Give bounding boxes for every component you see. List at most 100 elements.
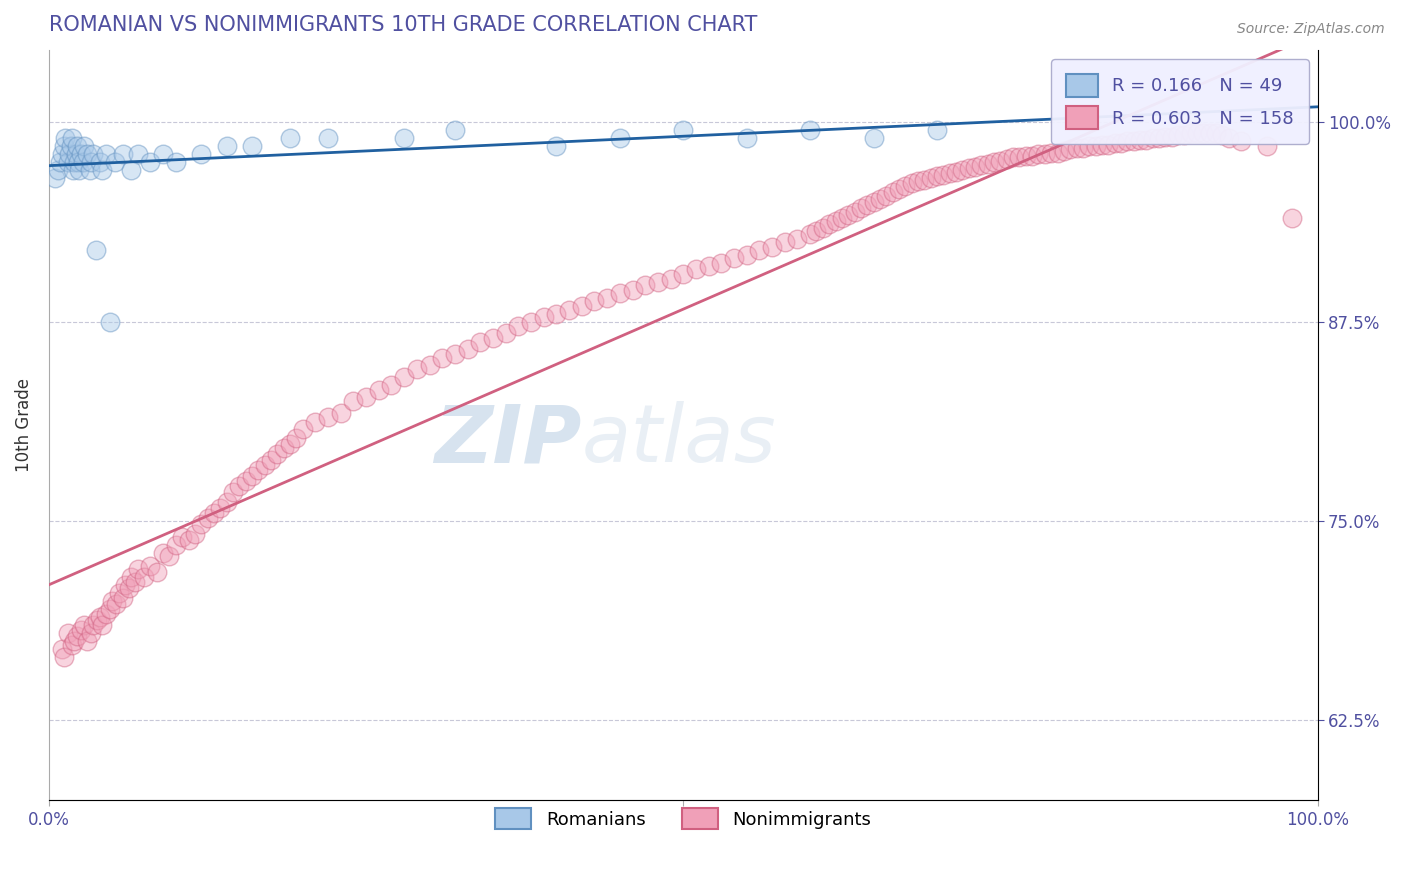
Text: atlas: atlas [582, 401, 776, 479]
Point [215, 139, 238, 153]
Point [165, 538, 187, 552]
Point [837, 208, 859, 222]
Point [1160, 129, 1182, 144]
Point [285, 431, 308, 445]
Y-axis label: 10th Grade: 10th Grade [15, 378, 32, 473]
Point [159, 549, 181, 563]
Point [862, 131, 884, 145]
Point [786, 232, 808, 246]
Point [1147, 131, 1170, 145]
Point [970, 158, 993, 172]
Point [697, 259, 720, 273]
Point [273, 441, 295, 455]
Point [240, 139, 263, 153]
Point [111, 147, 134, 161]
Point [60, 131, 83, 145]
Point [342, 394, 364, 409]
Point [482, 330, 505, 344]
Point [104, 155, 127, 169]
Point [260, 453, 283, 467]
Point [533, 310, 555, 324]
Text: ROMANIAN VS NONIMMIGRANTS 10TH GRADE CORRELATION CHART: ROMANIAN VS NONIMMIGRANTS 10TH GRADE COR… [49, 15, 758, 35]
Point [1205, 127, 1227, 141]
Point [887, 182, 910, 196]
Point [202, 506, 225, 520]
Point [392, 131, 415, 145]
Point [735, 131, 758, 145]
Point [58, 147, 80, 161]
Point [65, 147, 87, 161]
Point [80, 155, 103, 169]
Point [773, 235, 796, 249]
Point [49, 155, 72, 169]
Point [520, 315, 543, 329]
Point [62, 163, 84, 178]
Point [60, 639, 83, 653]
Point [118, 581, 141, 595]
Point [1173, 128, 1195, 142]
Point [266, 447, 288, 461]
Point [209, 501, 232, 516]
Point [546, 307, 568, 321]
Point [1154, 129, 1177, 144]
Point [495, 326, 517, 340]
Point [920, 171, 942, 186]
Point [79, 163, 101, 178]
Point [53, 139, 76, 153]
Point [735, 247, 758, 261]
Point [849, 202, 872, 216]
Point [139, 558, 162, 573]
Point [94, 147, 117, 161]
Point [240, 469, 263, 483]
Point [82, 617, 104, 632]
Point [253, 458, 276, 473]
Point [1198, 127, 1220, 141]
Point [329, 406, 352, 420]
Point [621, 283, 644, 297]
Point [367, 383, 389, 397]
Point [56, 155, 79, 169]
Point [215, 495, 238, 509]
Point [1071, 141, 1094, 155]
Legend: Romanians, Nonimmigrants: Romanians, Nonimmigrants [488, 801, 879, 836]
Point [66, 139, 89, 153]
Point [66, 629, 89, 643]
Point [977, 157, 1000, 171]
Point [46, 163, 69, 178]
Point [51, 641, 73, 656]
Point [86, 613, 108, 627]
Point [69, 147, 91, 161]
Point [1002, 150, 1025, 164]
Point [80, 625, 103, 640]
Point [1135, 133, 1157, 147]
Point [925, 123, 948, 137]
Point [990, 153, 1012, 168]
Point [818, 217, 841, 231]
Point [73, 139, 96, 153]
Point [983, 155, 1005, 169]
Point [856, 198, 879, 212]
Point [647, 275, 669, 289]
Point [957, 161, 980, 176]
Point [1122, 134, 1144, 148]
Point [470, 335, 492, 350]
Point [907, 174, 929, 188]
Point [685, 262, 707, 277]
Point [761, 240, 783, 254]
Point [94, 607, 117, 621]
Point [44, 171, 66, 186]
Point [107, 586, 129, 600]
Point [165, 155, 187, 169]
Point [844, 204, 866, 219]
Point [1230, 134, 1253, 148]
Point [89, 155, 111, 169]
Point [63, 633, 86, 648]
Point [1033, 147, 1056, 161]
Point [228, 479, 250, 493]
Point [558, 303, 581, 318]
Point [190, 147, 212, 161]
Point [1129, 133, 1152, 147]
Point [457, 342, 479, 356]
Point [316, 410, 339, 425]
Point [127, 147, 149, 161]
